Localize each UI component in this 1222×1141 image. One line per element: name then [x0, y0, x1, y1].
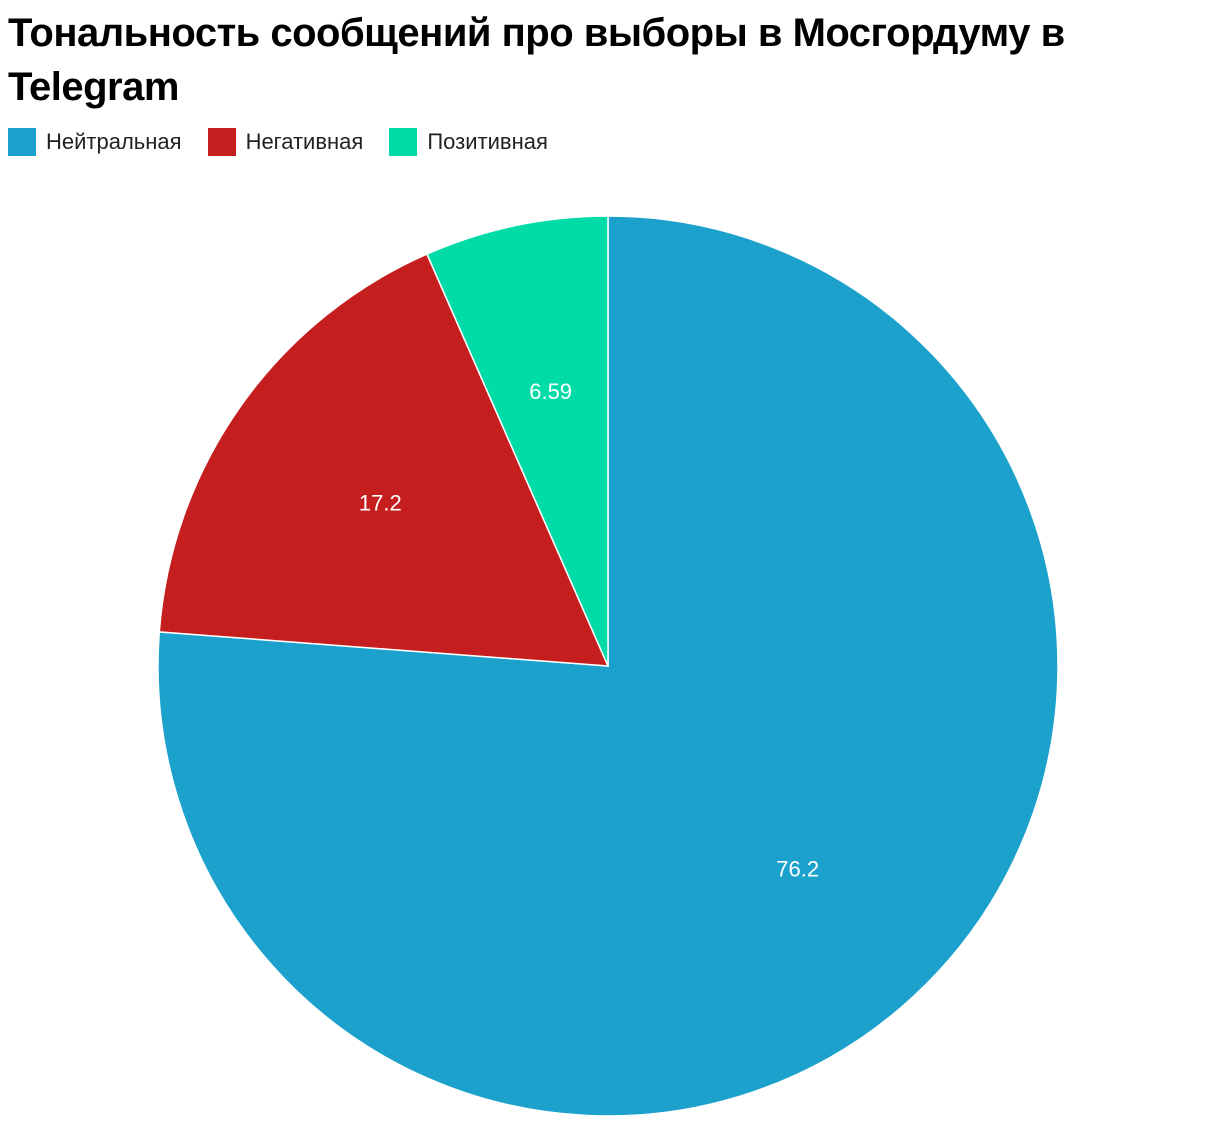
- data-label: 17.2: [359, 491, 402, 516]
- legend: Нейтральная Негативная Позитивная: [8, 128, 548, 156]
- pie-slice: [158, 253, 610, 667]
- legend-item: Негативная: [207, 128, 364, 156]
- legend-label: Нейтральная: [46, 129, 182, 154]
- legend-item: Позитивная: [389, 128, 548, 156]
- legend-label: Позитивная: [427, 129, 548, 154]
- data-label: 6.59: [529, 379, 572, 404]
- data-label: 76.2: [776, 856, 819, 881]
- legend-swatch: [8, 128, 36, 156]
- legend-label: Негативная: [245, 129, 364, 154]
- chart-title: Тональность сообщений про выборы в Мосго…: [8, 11, 1065, 109]
- legend-swatch: [389, 128, 418, 156]
- legend-item: Нейтральная: [8, 128, 182, 156]
- pie-slice: [425, 215, 609, 667]
- legend-swatch: [207, 128, 236, 156]
